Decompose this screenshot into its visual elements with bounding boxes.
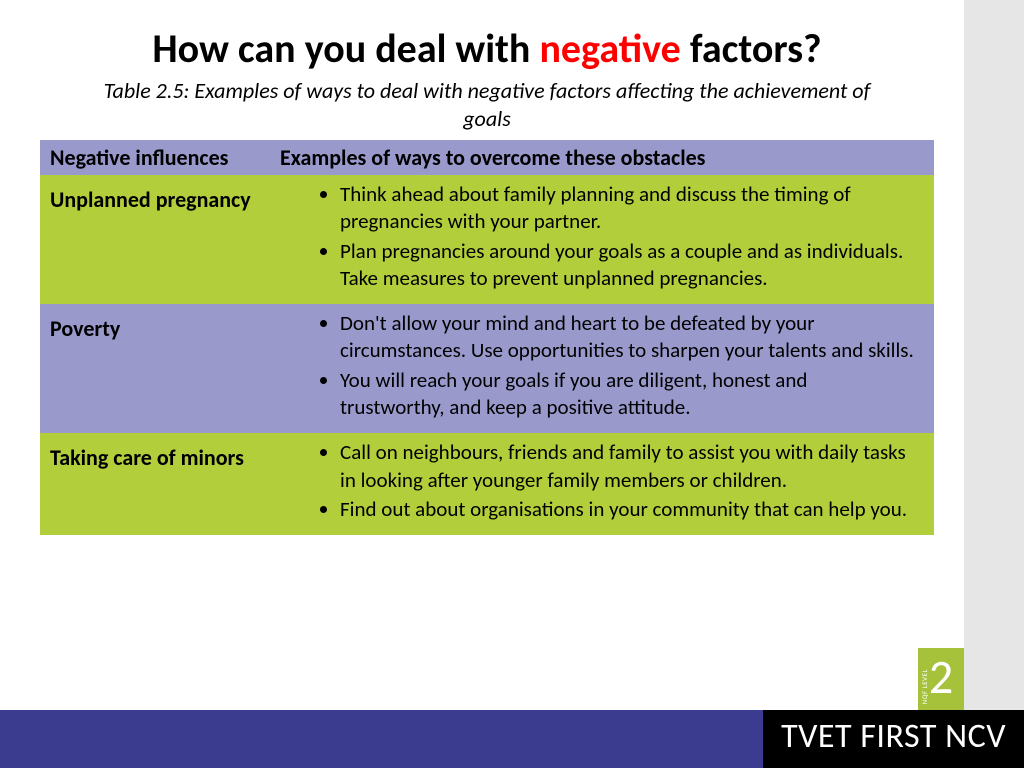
col1-header: Negative influences (40, 140, 270, 175)
examples-list: Don't allow your mind and heart to be de… (280, 310, 924, 421)
slide-content: How can you deal with negative factors? … (0, 0, 964, 535)
right-sidebar (964, 0, 1024, 768)
row-label: Unplanned pregnancy (50, 181, 260, 218)
row-label-cell: Unplanned pregnancy (40, 175, 270, 304)
list-item: Plan pregnancies around your goals as a … (340, 238, 914, 293)
col2-header: Examples of ways to overcome these obsta… (270, 140, 934, 175)
nqf-level-badge: NQF LEVEL 2 (918, 648, 964, 710)
level-label: NQF LEVEL (920, 669, 929, 704)
row-examples-cell: Don't allow your mind and heart to be de… (270, 304, 934, 433)
list-item: Find out about organisations in your com… (340, 496, 914, 523)
examples-list: Call on neighbours, friends and family t… (280, 439, 924, 523)
table-caption: Table 2.5: Examples of ways to deal with… (40, 77, 934, 132)
table-row: Taking care of minors Call on neighbours,… (40, 433, 934, 535)
row-examples-cell: Think ahead about family planning and di… (270, 175, 934, 304)
examples-list: Think ahead about family planning and di… (280, 181, 924, 292)
table-row: Poverty Don't allow your mind and heart t… (40, 304, 934, 433)
footer-brand: TVET FIRST NCV (763, 710, 1024, 768)
title-before: How can you deal with (152, 24, 539, 73)
list-item: Don't allow your mind and heart to be de… (340, 310, 914, 365)
title-highlight: negative (539, 24, 680, 73)
list-item: Call on neighbours, friends and family t… (340, 439, 914, 494)
page-title: How can you deal with negative factors? (40, 24, 934, 73)
negative-factors-table: Negative influences Examples of ways to … (40, 140, 934, 535)
title-after: factors? (681, 24, 822, 73)
table-row: Unplanned pregnancy Think ahead about fam… (40, 175, 934, 304)
row-label-cell: Taking care of minors (40, 433, 270, 535)
row-label-cell: Poverty (40, 304, 270, 433)
row-label: Poverty (50, 310, 260, 347)
list-item: Think ahead about family planning and di… (340, 181, 914, 236)
list-item: You will reach your goals if you are dil… (340, 367, 914, 422)
row-label: Taking care of minors (50, 439, 260, 476)
row-examples-cell: Call on neighbours, friends and family t… (270, 433, 934, 535)
